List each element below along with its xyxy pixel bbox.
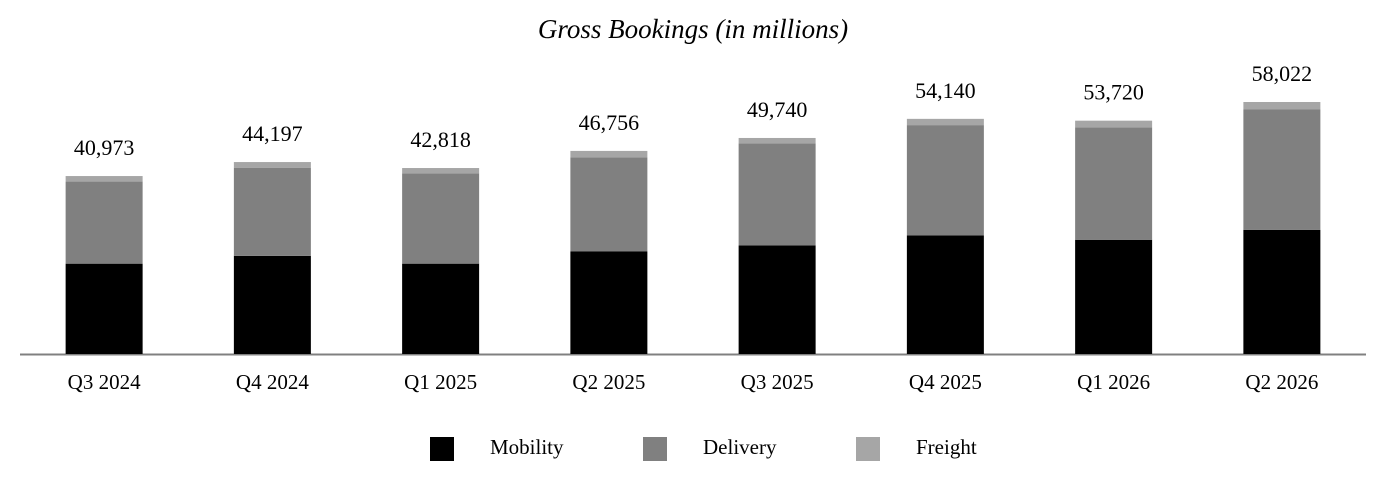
x-tick-label: Q3 2025 [741,370,814,394]
bar-segment [233,162,311,168]
bar-segment [906,125,984,236]
legend-label: Mobility [490,435,564,459]
bar-segment [570,157,648,252]
legend-swatch [856,437,880,461]
total-label: 42,818 [410,127,471,152]
bar-segment [402,263,480,354]
bar-segment [738,137,816,144]
x-tick-label: Q1 2026 [1077,370,1150,394]
bar-segment [402,168,480,174]
total-label: 54,140 [915,78,976,103]
total-label: 40,973 [74,135,135,160]
bar-segment [233,167,311,256]
bar-segment [738,143,816,246]
bar-segment [906,118,984,126]
bar-segment [738,245,816,354]
bar-segment [570,150,648,158]
legend-label: Delivery [703,435,777,459]
bar-segment [65,181,143,264]
x-tick-label: Q1 2025 [404,370,477,394]
chart-title: Gross Bookings (in millions) [538,14,848,44]
bar-segment [906,235,984,354]
bar-segment [233,255,311,354]
bar-segment [1243,109,1321,230]
bar-segment [1243,229,1321,354]
bar-segment [1075,239,1153,354]
total-label: 58,022 [1252,61,1313,86]
x-tick-label: Q4 2024 [236,370,309,394]
x-tick-label: Q2 2026 [1245,370,1318,394]
bar-segment [1243,102,1321,110]
legend-label: Freight [916,435,977,459]
bar-segment [65,176,143,182]
total-label: 44,197 [242,121,303,146]
bar-segment [1075,127,1153,240]
x-tick-label: Q4 2025 [909,370,982,394]
total-label: 49,740 [747,97,808,122]
x-tick-label: Q3 2024 [68,370,141,394]
x-tick-label: Q2 2025 [572,370,645,394]
legend-swatch [430,437,454,461]
bar-segment [402,173,480,264]
total-label: 46,756 [579,110,640,135]
bar-segment [570,251,648,354]
bar-segment [1075,120,1153,128]
bar-segment [65,263,143,354]
legend-swatch [643,437,667,461]
total-label: 53,720 [1083,80,1144,105]
